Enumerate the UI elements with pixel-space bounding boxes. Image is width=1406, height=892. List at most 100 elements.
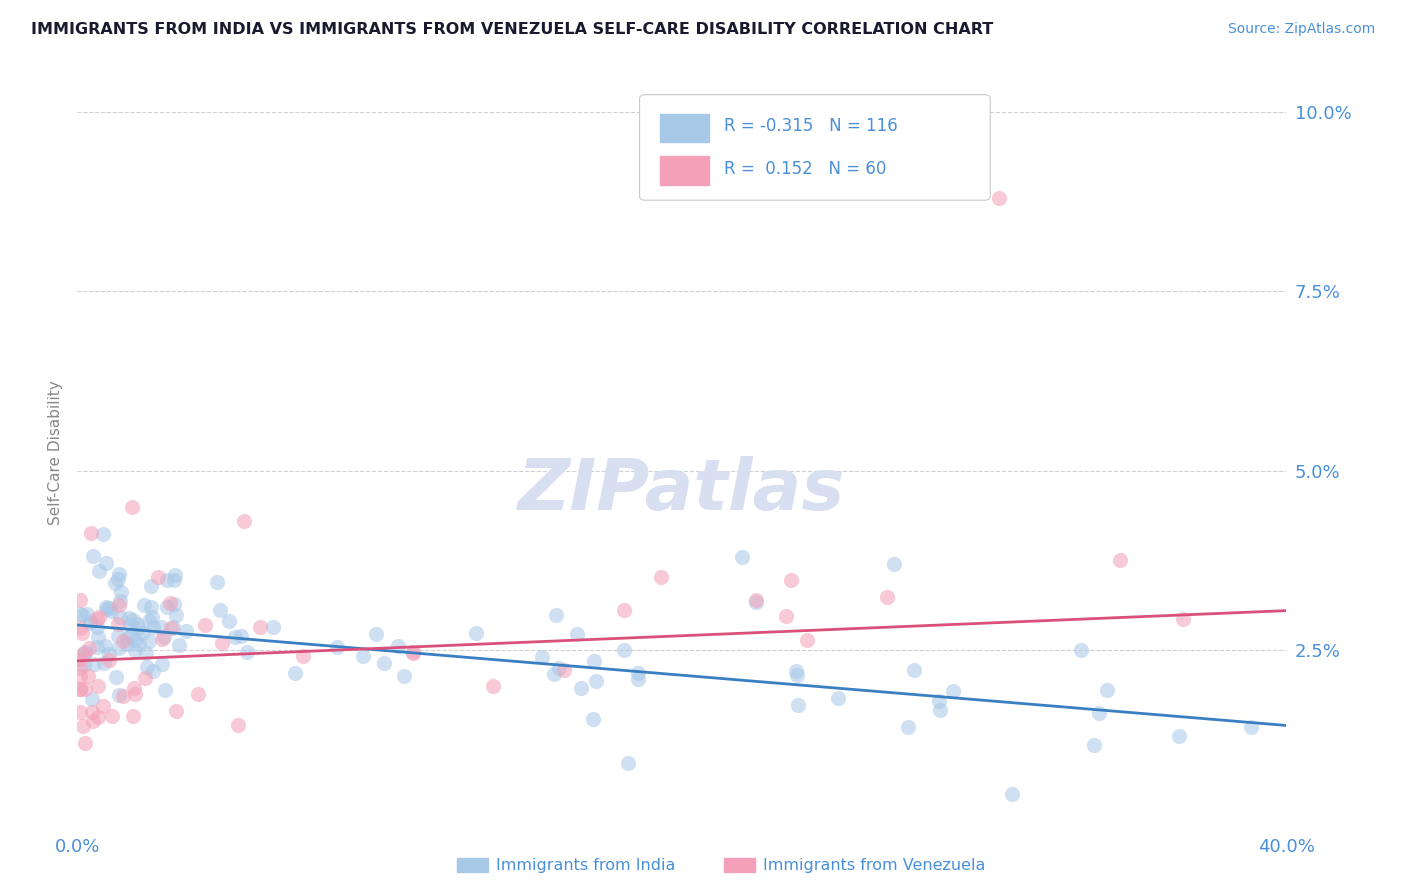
Point	[745, 595, 768, 609]
Point	[87, 679, 110, 693]
Point	[101, 709, 124, 723]
Point	[627, 673, 650, 687]
Point	[73, 645, 96, 659]
Point	[163, 573, 186, 587]
Point	[69, 660, 91, 674]
Point	[73, 657, 96, 672]
Point	[402, 646, 425, 660]
Point	[530, 650, 553, 665]
Point	[104, 576, 127, 591]
Point	[70, 608, 93, 623]
Point	[108, 641, 131, 656]
Point	[75, 682, 97, 697]
Point	[131, 626, 153, 640]
Point	[565, 627, 588, 641]
Point	[583, 654, 606, 668]
Point	[141, 579, 163, 593]
Point	[82, 714, 104, 729]
Point	[93, 656, 115, 670]
Point	[111, 633, 134, 648]
Point	[110, 585, 132, 599]
Point	[650, 570, 672, 584]
Point	[82, 549, 104, 563]
Text: ZIPatlas: ZIPatlas	[519, 456, 845, 524]
Point	[165, 704, 187, 718]
Point	[211, 636, 233, 650]
Point	[142, 620, 165, 634]
Point	[86, 640, 108, 654]
Point	[548, 661, 571, 675]
Point	[149, 620, 172, 634]
Point	[163, 568, 186, 582]
Point	[69, 621, 91, 635]
Point	[232, 514, 254, 528]
Point	[786, 667, 808, 681]
Point	[187, 686, 209, 700]
Point	[87, 565, 110, 579]
Point	[125, 616, 148, 631]
Point	[291, 649, 314, 664]
Point	[903, 663, 925, 677]
Point	[1171, 612, 1194, 626]
Point	[229, 629, 252, 643]
Point	[98, 647, 121, 661]
Point	[127, 622, 149, 636]
Point	[209, 603, 232, 617]
Point	[87, 710, 110, 724]
Point	[465, 625, 488, 640]
Point	[148, 569, 170, 583]
Point	[543, 667, 565, 681]
Point	[373, 656, 395, 670]
Point	[787, 698, 810, 712]
Y-axis label: Self-Care Disability: Self-Care Disability	[48, 380, 63, 525]
Point	[162, 619, 184, 633]
Point	[165, 608, 187, 623]
Point	[218, 614, 240, 628]
Point	[613, 603, 636, 617]
Point	[226, 718, 249, 732]
Point	[1001, 787, 1024, 801]
Point	[613, 642, 636, 657]
Point	[553, 664, 575, 678]
Point	[1087, 706, 1109, 721]
Point	[122, 708, 145, 723]
Point	[262, 620, 284, 634]
Point	[785, 665, 807, 679]
Point	[120, 629, 142, 643]
Bar	[661, 156, 709, 186]
Point	[73, 736, 96, 750]
FancyBboxPatch shape	[640, 95, 990, 200]
Point	[928, 702, 950, 716]
Point	[571, 681, 593, 696]
Point	[581, 712, 603, 726]
Point	[156, 599, 179, 614]
Point	[115, 631, 138, 645]
Point	[988, 191, 1011, 205]
Point	[141, 609, 163, 624]
Point	[107, 598, 129, 612]
Point	[249, 620, 271, 634]
Point	[546, 607, 568, 622]
Point	[827, 690, 849, 705]
Point	[942, 683, 965, 698]
Point	[153, 682, 176, 697]
Point	[150, 657, 173, 672]
Point	[100, 604, 122, 618]
Point	[796, 633, 818, 648]
Point	[69, 705, 91, 719]
Point	[72, 647, 94, 661]
Point	[73, 646, 96, 660]
Point	[80, 525, 103, 540]
Point	[136, 660, 159, 674]
Point	[110, 610, 132, 624]
Point	[167, 638, 190, 652]
Point	[72, 719, 94, 733]
Point	[87, 630, 110, 644]
Text: Immigrants from Venezuela: Immigrants from Venezuela	[763, 858, 986, 872]
Point	[284, 665, 307, 680]
Point	[585, 673, 607, 688]
Point	[176, 624, 198, 639]
Point	[86, 612, 108, 626]
Point	[779, 573, 801, 587]
Text: R = -0.315   N = 116: R = -0.315 N = 116	[724, 117, 898, 135]
